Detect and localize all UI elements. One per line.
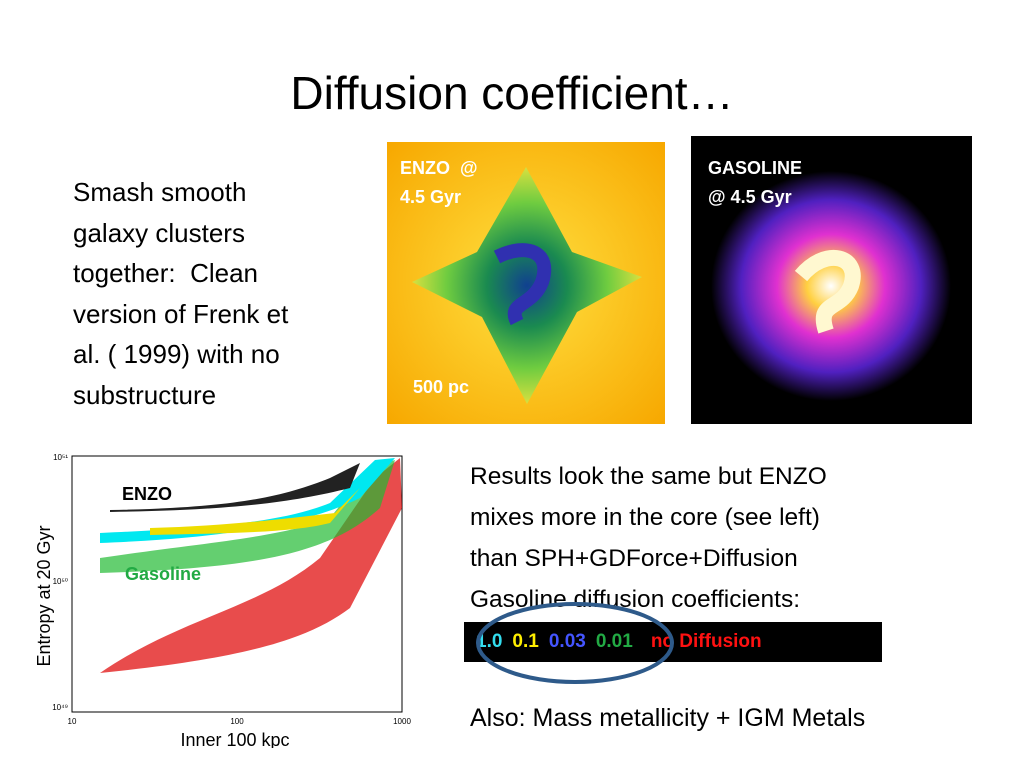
enzo-label: ENZO @ 4.5 Gyr xyxy=(400,154,478,212)
highlight-ellipse xyxy=(476,602,674,684)
intro-line: galaxy clusters xyxy=(73,217,245,248)
image-label-line: GASOLINE xyxy=(708,158,803,178)
scale-label: 500 pc xyxy=(413,377,470,397)
enzo-image xyxy=(387,142,665,424)
y-axis-label: Entropy at 20 Gyr xyxy=(34,525,54,666)
legend-entry: 0.03 xyxy=(548,631,586,652)
intro-line: substructure xyxy=(73,379,217,410)
image-label-line: 4.5 Gyr xyxy=(400,187,462,207)
image-label-line: ENZO @ xyxy=(400,158,478,178)
x-caption: Inner 100 kpc xyxy=(180,730,289,748)
entropy-plot: Entropy at 20 Gyr ENZO Gasoline 10 100 1… xyxy=(34,453,411,748)
enzo-cloud xyxy=(110,463,360,512)
intro-line: together: Clean xyxy=(73,258,259,288)
results-text: Results look the same but ENZO mixes more… xyxy=(470,456,827,620)
gasoline-01-cloud xyxy=(150,488,360,535)
y-tick-label: 10⁵⁰ xyxy=(53,577,68,586)
slide-title: Diffusion coefficient… xyxy=(290,67,734,119)
gasoline-annotation: Gasoline xyxy=(125,564,201,584)
gasoline-001-cloud xyxy=(100,460,395,573)
intro-line: version of Frenk et xyxy=(73,298,289,329)
legend-entry: 1.0 xyxy=(476,631,503,652)
gasoline-label: GASOLINE @ 4.5 Gyr xyxy=(708,154,802,212)
x-tick-label: 1000 xyxy=(393,717,411,726)
legend-entry: no Diffusion xyxy=(650,631,762,652)
intro-line: al. ( 1999) with no xyxy=(73,339,280,369)
enzo-annotation: ENZO xyxy=(122,484,172,504)
legend-entry: 0.1 xyxy=(512,631,539,652)
results-line: Gasoline diffusion coefficients: xyxy=(470,586,801,613)
y-tick-label: 10⁵¹ xyxy=(53,453,68,462)
legend-bar: 1.0 0.1 0.03 0.01 no Diffusion xyxy=(464,622,882,662)
intro-line: Smash smooth xyxy=(73,177,247,207)
legend-entry: 0.01 xyxy=(595,631,633,652)
footer-text: Also: Mass metallicity + IGM Metals xyxy=(470,704,866,732)
image-label-line: @ 4.5 Gyr xyxy=(708,187,792,207)
x-tick-label: 10 xyxy=(68,717,77,726)
intro-text: Smash smooth galaxy clusters together: Cle… xyxy=(73,172,288,415)
y-tick-label: 10⁴⁹ xyxy=(52,703,68,712)
results-line: Results look the same but ENZO xyxy=(470,463,827,490)
x-tick-label: 100 xyxy=(230,717,244,726)
gasoline-nodiff-cloud xyxy=(100,458,402,673)
results-line: than SPH+GDForce+Diffusion xyxy=(470,545,798,572)
gasoline-image xyxy=(691,136,972,424)
results-line: mixes more in the core (see left) xyxy=(470,504,820,531)
